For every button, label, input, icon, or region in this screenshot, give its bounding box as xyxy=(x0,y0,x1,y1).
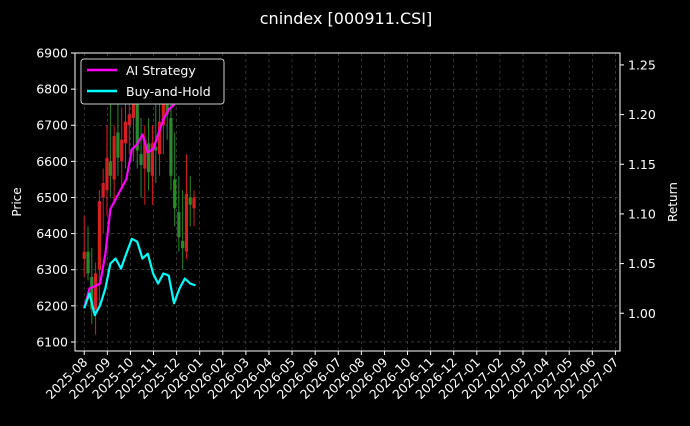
y-axis-right: 1.00 1.05 1.10 1.15 1.20 1.25 xyxy=(620,57,656,321)
candle-body xyxy=(161,92,165,126)
series-lines xyxy=(83,69,196,317)
y-right-tick-label: 1.15 xyxy=(628,157,656,172)
y-left-tick-label: 6200 xyxy=(36,298,68,313)
plot-frame xyxy=(74,52,621,352)
y-right-tick-label: 1.10 xyxy=(628,206,656,221)
candle-body xyxy=(123,121,128,144)
candle-body xyxy=(101,183,105,198)
y-left-tick-label: 6400 xyxy=(36,226,68,241)
candle-body xyxy=(120,139,124,162)
y-right-tick-label: 1.00 xyxy=(628,306,656,321)
candle-body xyxy=(135,103,139,151)
ai-strategy-line xyxy=(83,69,192,309)
y-left-tick-label: 6300 xyxy=(36,262,68,277)
candle-body xyxy=(165,96,169,115)
candle-body xyxy=(143,139,147,169)
candle-body xyxy=(86,251,90,274)
candle-body xyxy=(169,118,173,176)
candle-body xyxy=(93,273,98,314)
candle-body xyxy=(139,154,143,165)
legend-label-buy-and-hold: Buy-and-Hold xyxy=(126,84,211,99)
y-left-tick-label: 6900 xyxy=(36,46,68,61)
y-left-tick-label: 6700 xyxy=(36,118,68,133)
candle-body xyxy=(177,211,181,238)
y-axis-left: 6100 6200 6300 6400 6500 6600 6700 6800 6900 xyxy=(36,46,75,349)
y-right-tick-label: 1.05 xyxy=(628,256,656,271)
candle-body xyxy=(127,114,131,126)
y-left-tick-label: 6500 xyxy=(36,190,68,205)
candlesticks xyxy=(82,67,196,335)
legend: AI Strategy Buy-and-Hold xyxy=(80,58,225,105)
candle-body xyxy=(105,157,109,191)
candle-body xyxy=(157,121,162,155)
y-left-tick-label: 6600 xyxy=(36,154,68,169)
y-left-axis-label: Price xyxy=(10,187,24,216)
candle-body xyxy=(108,161,112,176)
candle-body xyxy=(90,276,94,310)
candle-body xyxy=(146,143,151,173)
y-right-tick-label: 1.20 xyxy=(628,107,656,122)
candle-body xyxy=(154,146,158,151)
candle-body xyxy=(181,240,185,249)
buy-and-hold-line xyxy=(83,237,196,317)
y-left-tick-label: 6100 xyxy=(36,334,68,349)
candle-body xyxy=(112,136,116,180)
y-left-tick-label: 6800 xyxy=(36,82,68,97)
candle-body xyxy=(150,143,154,176)
candle-body xyxy=(97,201,101,270)
candle-body xyxy=(192,197,196,209)
candle-body xyxy=(82,251,86,259)
candle-body xyxy=(184,193,189,252)
candle-body xyxy=(116,132,120,158)
legend-label-ai-strategy: AI Strategy xyxy=(126,63,196,78)
y-right-axis-label: Return xyxy=(666,182,680,222)
y-right-tick-label: 1.25 xyxy=(628,57,656,72)
candle-body xyxy=(173,179,177,209)
chart-title: cnindex [000911.CSI] xyxy=(260,9,433,28)
candle-body xyxy=(188,197,192,205)
candle-body xyxy=(131,99,136,119)
